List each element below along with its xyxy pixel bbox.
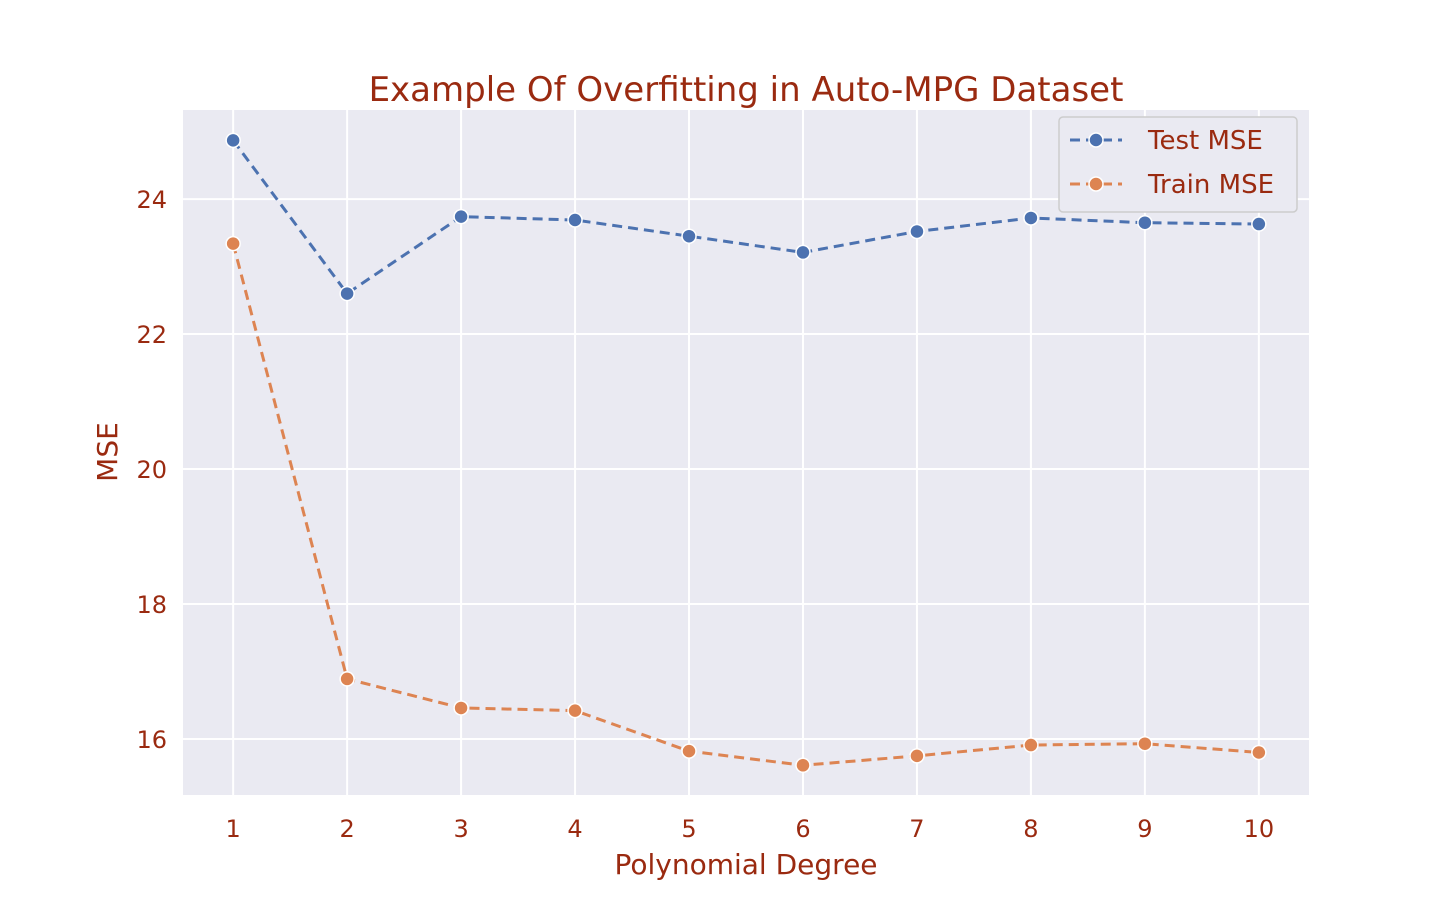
data-point-1-9 xyxy=(1251,744,1267,761)
y-tick-label: 22 xyxy=(136,321,167,349)
data-point-0-0 xyxy=(225,132,241,149)
data-point-1-2 xyxy=(453,700,469,716)
data-point-1-4 xyxy=(681,743,697,759)
y-axis-label: MSE xyxy=(91,422,124,482)
y-tick-label: 16 xyxy=(136,726,167,754)
data-point-0-9 xyxy=(1251,216,1267,232)
y-tick-label: 24 xyxy=(136,186,167,214)
series-layer xyxy=(225,132,1267,774)
data-point-0-3 xyxy=(567,212,583,228)
data-point-0-7 xyxy=(1023,210,1039,226)
x-tick-label: 10 xyxy=(1244,815,1275,843)
data-point-1-5 xyxy=(795,757,811,774)
x-tick-label: 5 xyxy=(681,815,696,843)
data-point-1-6 xyxy=(909,748,925,764)
legend-label-train: Train MSE xyxy=(1147,170,1274,200)
plot-area xyxy=(183,110,1309,795)
y-tick-label: 20 xyxy=(136,456,167,484)
legend: Test MSE Train MSE xyxy=(1058,116,1298,213)
x-tick-label: 9 xyxy=(1137,815,1152,843)
series-line-1 xyxy=(231,243,1259,767)
y-tick-label: 18 xyxy=(136,591,167,619)
data-point-0-5 xyxy=(795,244,811,261)
x-tick-label: 7 xyxy=(909,815,924,843)
data-point-1-3 xyxy=(567,702,583,719)
x-tick-label: 6 xyxy=(795,815,810,843)
chart-title: Example Of Overfitting in Auto-MPG Datas… xyxy=(369,70,1124,110)
x-tick-label: 3 xyxy=(453,815,468,843)
data-point-1-7 xyxy=(1023,737,1039,753)
data-point-0-8 xyxy=(1137,214,1153,231)
x-tick-label: 4 xyxy=(567,815,582,843)
x-tick-label: 8 xyxy=(1023,815,1038,843)
tick-labels: 1 2 3 4 5 6 7 8 9 10 16 18 20 22 24 xyxy=(136,186,1274,843)
series-line-0 xyxy=(231,139,1259,296)
data-point-1-1 xyxy=(339,671,355,687)
data-point-1-0 xyxy=(225,235,241,252)
x-tick-label: 1 xyxy=(226,815,241,843)
legend-marker-train xyxy=(1088,176,1104,192)
data-point-1-8 xyxy=(1137,735,1153,752)
legend-marker-test xyxy=(1088,132,1104,148)
data-point-0-2 xyxy=(453,208,469,225)
x-axis-label: Polynomial Degree xyxy=(614,848,877,881)
data-point-0-6 xyxy=(909,223,925,240)
data-point-0-1 xyxy=(339,285,355,302)
legend-label-test: Test MSE xyxy=(1147,126,1263,156)
data-point-0-4 xyxy=(681,228,697,244)
x-tick-label: 2 xyxy=(339,815,354,843)
